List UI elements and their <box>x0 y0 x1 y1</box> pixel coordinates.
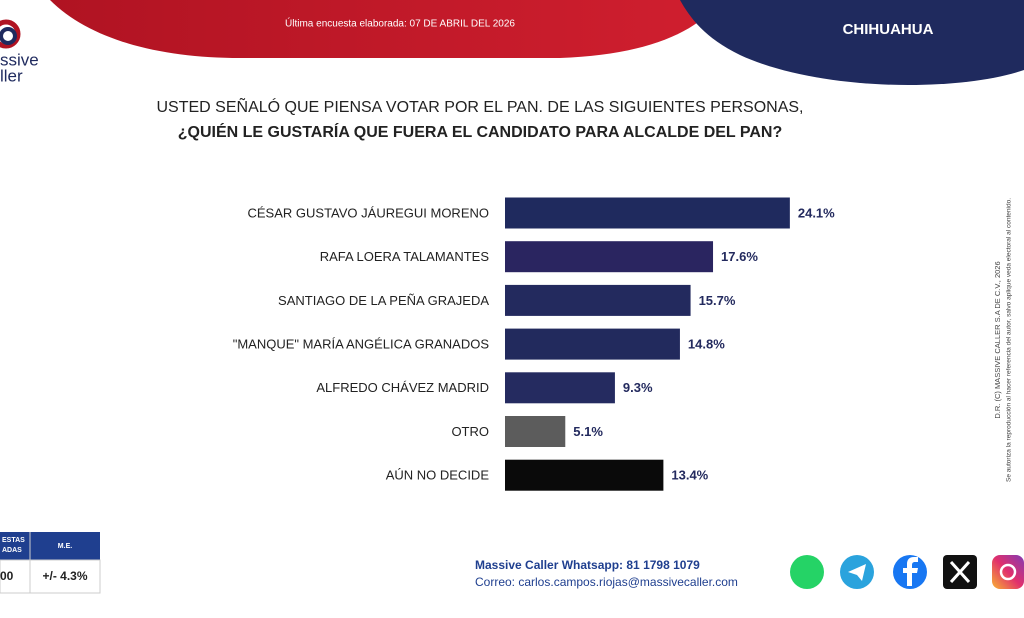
bar-chart: CÉSAR GUSTAVO JÁUREGUI MORENO 24.1% RAFA L… <box>233 197 835 491</box>
table-body <box>0 559 101 594</box>
table-header-text: ADAS <box>2 547 22 554</box>
table-header-text: ESTAS <box>2 537 25 544</box>
whatsapp-icon[interactable] <box>790 555 824 589</box>
chart-subtitle: ¿QUIÉN LE GUSTARÍA QUE FUERA EL CANDIDAT… <box>178 122 782 141</box>
chart-title: USTED SEÑALÓ QUE PIENSA VOTAR POR EL PAN… <box>157 96 804 116</box>
survey-date: Última encuesta elaborada: 07 DE ABRIL D… <box>285 17 515 30</box>
category-label: OTRO <box>451 424 489 439</box>
social-icons <box>790 555 1024 589</box>
logo-icon <box>0 27 17 45</box>
copyright-line: D.R. (C) MASSIVE CALLER S.A DE C.V., 202… <box>993 261 1002 418</box>
bar <box>505 328 680 360</box>
whatsapp: Massive Caller Whatsapp: 81 1798 1079 <box>475 558 700 572</box>
bar <box>505 197 790 229</box>
email: Correo: carlos.campos.riojas@massivecall… <box>475 575 738 589</box>
value-label: 14.8% <box>688 337 725 352</box>
value-label: 13.4% <box>671 468 708 483</box>
header-wave <box>50 0 720 58</box>
logo-text: ssive <box>0 50 39 69</box>
header-region-band <box>680 0 1024 85</box>
table-cell: 00 <box>0 569 14 583</box>
category-label: AÚN NO DECIDE <box>386 468 490 483</box>
table-header <box>0 532 100 560</box>
value-label: 15.7% <box>699 293 736 308</box>
category-label: "MANQUE" MARÍA ANGÉLICA GRANADOS <box>233 337 490 352</box>
bar <box>505 459 664 491</box>
instagram-glyph <box>999 563 1017 581</box>
instagram-icon[interactable] <box>992 555 1024 589</box>
bar <box>505 372 615 404</box>
table-header-text: M.E. <box>58 543 72 550</box>
copyright-line: Se autoriza la reproducción al hacer ref… <box>1006 198 1013 482</box>
value-label: 17.6% <box>721 249 758 264</box>
logo: ssive ller <box>0 19 39 85</box>
telegram-glyph <box>848 564 866 581</box>
bar <box>505 241 714 273</box>
category-label: CÉSAR GUSTAVO JÁUREGUI MORENO <box>248 205 490 220</box>
x-glyph <box>949 560 971 584</box>
bar <box>505 416 566 447</box>
category-label: RAFA LOERA TALAMANTES <box>320 249 490 264</box>
value-label: 24.1% <box>798 205 835 220</box>
logo-text: ller <box>0 66 23 85</box>
sample-table: ESTAS ADAS M.E. 00 +/- 4.3% <box>0 532 101 594</box>
category-label: ALFREDO CHÁVEZ MADRID <box>316 380 489 395</box>
copyright: D.R. (C) MASSIVE CALLER S.A DE C.V., 202… <box>993 198 1013 482</box>
table-cell: +/- 4.3% <box>42 569 87 583</box>
facebook-glyph <box>903 557 918 586</box>
region: CHIHUAHUA <box>843 21 934 38</box>
value-label: 9.3% <box>623 380 653 395</box>
value-label: 5.1% <box>573 424 603 439</box>
logo-icon <box>0 19 21 49</box>
category-label: SANTIAGO DE LA PEÑA GRAJEDA <box>278 293 489 308</box>
bar <box>505 284 691 316</box>
